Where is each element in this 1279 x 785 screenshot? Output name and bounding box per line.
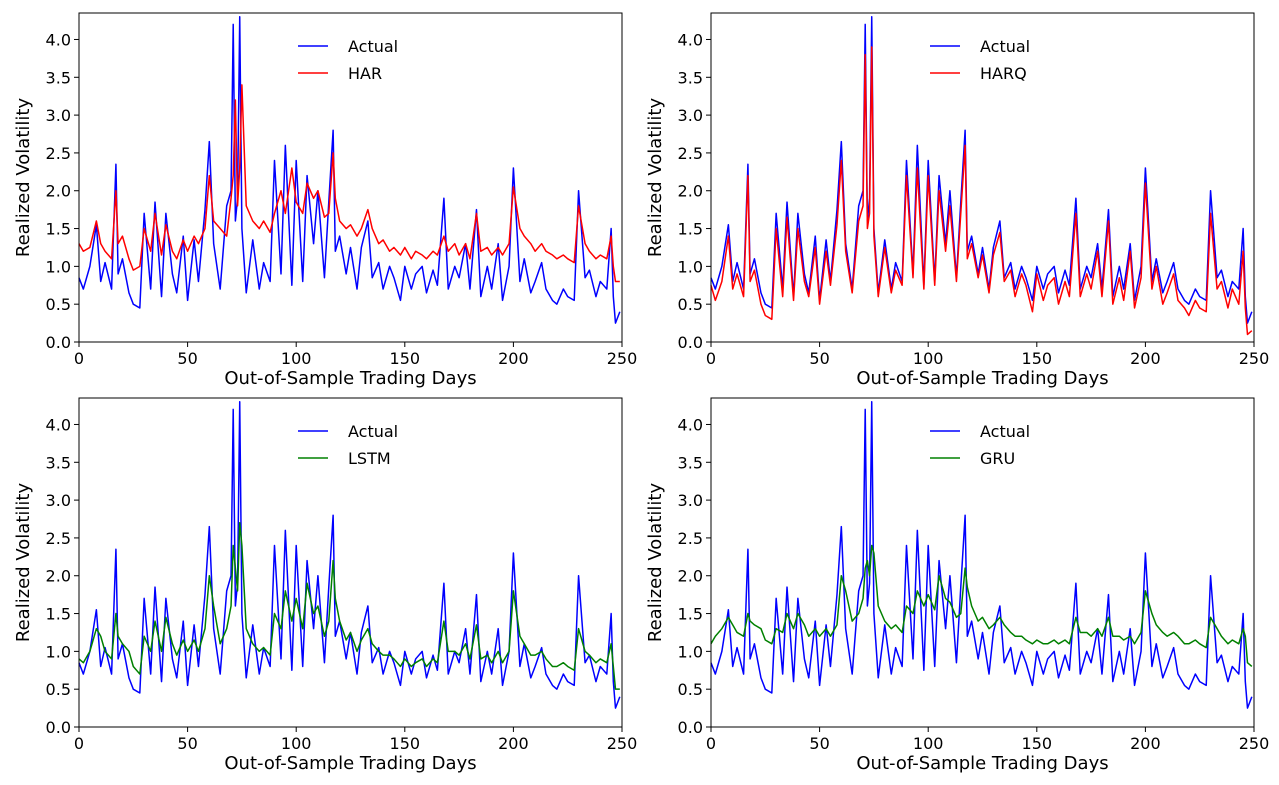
chart-panel-4: 0 50 100 150 200 250 0.0 0.5 1.0 1.5 2.0 2.5 3.0 3.5 4… bbox=[645, 397, 1270, 774]
x-tick-label: 250 bbox=[1239, 349, 1270, 368]
y-tick-label: 1.0 bbox=[678, 257, 703, 276]
series-line-actual bbox=[78, 16, 621, 324]
legend-label-har: HAR bbox=[348, 64, 382, 83]
x-tick-label: 0 bbox=[706, 349, 716, 368]
y-tick-label: 4.0 bbox=[46, 30, 71, 49]
y-tick-label: 2.5 bbox=[678, 144, 703, 163]
y-tick-label: 0.5 bbox=[678, 295, 703, 314]
y-tick-label: 2.5 bbox=[46, 144, 71, 163]
y-tick-label: 3.0 bbox=[678, 106, 703, 125]
axes-frame bbox=[710, 397, 1255, 728]
x-tick-label: 250 bbox=[607, 734, 638, 753]
series-line-harq bbox=[710, 46, 1253, 336]
legend: Actual LSTM bbox=[298, 422, 398, 468]
x-axis-label: Out-of-Sample Trading Days bbox=[856, 753, 1108, 774]
y-tick-label: 2.0 bbox=[678, 182, 703, 201]
x-tick-label: 150 bbox=[1022, 349, 1053, 368]
legend-label-actual: Actual bbox=[348, 422, 398, 441]
y-tick-label: 0.0 bbox=[46, 718, 71, 737]
x-tick-label: 100 bbox=[281, 734, 312, 753]
x-tick-label: 50 bbox=[809, 734, 829, 753]
x-tick-label: 200 bbox=[498, 734, 529, 753]
y-tick-label: 0.5 bbox=[46, 295, 71, 314]
y-axis-label: Realized Volatility bbox=[645, 483, 666, 643]
x-tick-label: 0 bbox=[706, 734, 716, 753]
y-tick-label: 1.5 bbox=[46, 220, 71, 239]
y-tick-label: 2.5 bbox=[46, 529, 71, 548]
y-tick-label: 4.0 bbox=[46, 415, 71, 434]
y-tick-label: 1.5 bbox=[678, 220, 703, 239]
legend-label-actual: Actual bbox=[980, 37, 1030, 56]
series-line-actual bbox=[78, 401, 621, 709]
x-tick-label: 250 bbox=[1239, 734, 1270, 753]
y-axis-label: Realized Volatility bbox=[645, 98, 666, 258]
y-tick-label: 1.5 bbox=[46, 605, 71, 624]
y-tick-label: 4.0 bbox=[678, 415, 703, 434]
x-tick-label: 150 bbox=[390, 734, 421, 753]
y-tick-label: 3.5 bbox=[678, 453, 703, 472]
legend-label-actual: Actual bbox=[980, 422, 1030, 441]
y-tick-label: 4.0 bbox=[678, 30, 703, 49]
series-line-actual bbox=[710, 401, 1253, 709]
y-tick-label: 2.0 bbox=[678, 567, 703, 586]
y-tick-label: 3.0 bbox=[46, 491, 71, 510]
x-tick-label: 50 bbox=[809, 349, 829, 368]
y-tick-label: 1.0 bbox=[46, 257, 71, 276]
y-tick-label: 1.0 bbox=[678, 642, 703, 661]
chart-panel-1: 0 50 100 150 200 250 0.0 0.5 1.0 1.5 2.0 2.5 3.0 3.5 4… bbox=[13, 12, 638, 389]
y-tick-label: 0.5 bbox=[678, 680, 703, 699]
y-tick-label: 1.5 bbox=[678, 605, 703, 624]
y-tick-label: 2.0 bbox=[46, 182, 71, 201]
y-tick-label: 0.0 bbox=[678, 333, 703, 352]
legend: Actual HAR bbox=[298, 37, 398, 83]
x-tick-label: 100 bbox=[913, 349, 944, 368]
x-tick-label: 150 bbox=[1022, 734, 1053, 753]
y-tick-label: 3.0 bbox=[46, 106, 71, 125]
chart-panel-3: 0 50 100 150 200 250 0.0 0.5 1.0 1.5 2.0 2.5 3.0 3.5 4… bbox=[13, 397, 638, 774]
y-tick-label: 0.5 bbox=[46, 680, 71, 699]
legend-label-harq: HARQ bbox=[980, 64, 1027, 83]
y-tick-label: 3.5 bbox=[46, 453, 71, 472]
x-tick-label: 200 bbox=[1130, 349, 1161, 368]
x-tick-label: 100 bbox=[913, 734, 944, 753]
x-axis-label: Out-of-Sample Trading Days bbox=[856, 368, 1108, 389]
axes-frame bbox=[710, 12, 1255, 343]
x-tick-label: 0 bbox=[74, 349, 84, 368]
series-line-gru bbox=[710, 544, 1253, 668]
x-tick-label: 250 bbox=[607, 349, 638, 368]
y-tick-label: 2.0 bbox=[46, 567, 71, 586]
legend-label-gru: GRU bbox=[980, 449, 1015, 468]
x-axis-label: Out-of-Sample Trading Days bbox=[224, 753, 476, 774]
legend-label-lstm: LSTM bbox=[348, 449, 391, 468]
y-tick-label: 3.5 bbox=[46, 68, 71, 87]
y-tick-label: 1.0 bbox=[46, 642, 71, 661]
chart-panel-2: 0 50 100 150 200 250 0.0 0.5 1.0 1.5 2.0 2.5 3.0 3.5 4… bbox=[645, 12, 1270, 389]
legend: Actual GRU bbox=[930, 422, 1030, 468]
y-tick-label: 0.0 bbox=[46, 333, 71, 352]
series-line-lstm bbox=[78, 522, 620, 690]
y-axis-label: Realized Volatility bbox=[13, 98, 34, 258]
series-line-har bbox=[78, 84, 620, 283]
axes-frame bbox=[78, 12, 623, 343]
y-tick-label: 3.5 bbox=[678, 68, 703, 87]
y-axis-label: Realized Volatility bbox=[13, 483, 34, 643]
series-line-actual bbox=[710, 16, 1253, 324]
y-tick-label: 0.0 bbox=[678, 718, 703, 737]
x-axis-label: Out-of-Sample Trading Days bbox=[224, 368, 476, 389]
y-tick-label: 3.0 bbox=[678, 491, 703, 510]
x-tick-label: 50 bbox=[177, 349, 197, 368]
x-tick-label: 0 bbox=[74, 734, 84, 753]
x-tick-label: 100 bbox=[281, 349, 312, 368]
y-tick-label: 2.5 bbox=[678, 529, 703, 548]
x-tick-label: 150 bbox=[390, 349, 421, 368]
x-tick-label: 200 bbox=[498, 349, 529, 368]
axes-frame bbox=[78, 397, 623, 728]
legend: Actual HARQ bbox=[930, 37, 1030, 83]
x-tick-label: 50 bbox=[177, 734, 197, 753]
x-tick-label: 200 bbox=[1130, 734, 1161, 753]
legend-label-actual: Actual bbox=[348, 37, 398, 56]
